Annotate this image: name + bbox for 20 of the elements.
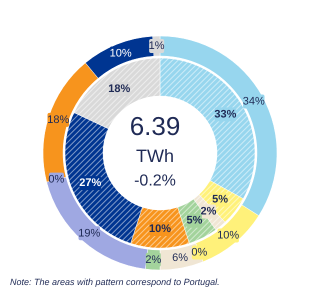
data-label: 27% — [79, 177, 102, 190]
text: Note: The areas with pattern correspond to Portugal. — [10, 277, 220, 287]
text: TWh — [136, 146, 174, 166]
data-label: 2% — [145, 254, 162, 266]
data-label: 34% — [242, 95, 265, 108]
data-label: 18% — [108, 82, 130, 95]
data-label: 18% — [47, 114, 70, 126]
data-label: 33% — [214, 108, 237, 120]
data-label: 5% — [186, 214, 203, 227]
text: 0% — [191, 246, 208, 258]
data-label: 5% — [212, 194, 228, 206]
text: -0.2% — [134, 172, 176, 190]
text: 0% — [48, 174, 64, 186]
text: 6.39 — [130, 111, 180, 141]
data-label: 2% — [200, 206, 217, 218]
data-label: 10% — [217, 229, 240, 242]
data-label: 10% — [148, 223, 172, 235]
data-label: 19% — [78, 227, 100, 240]
data-label: 6% — [172, 252, 188, 264]
data-label: 10% — [110, 48, 132, 60]
